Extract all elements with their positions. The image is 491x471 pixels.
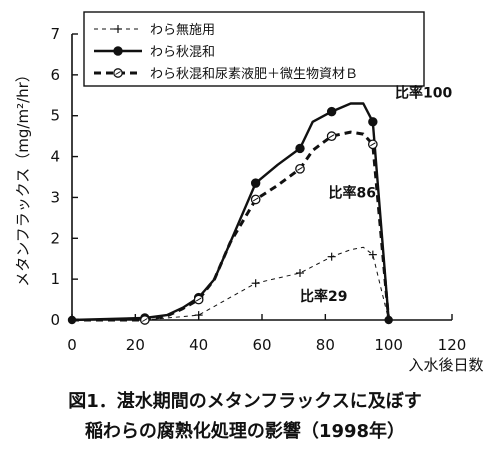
series-line-2 xyxy=(71,102,390,322)
series-line-3 xyxy=(72,130,391,322)
series-2-point xyxy=(326,106,337,117)
figure-caption-line-1: 図1．湛水期間のメタンフラックスに及ぼす xyxy=(68,390,421,412)
origin-point xyxy=(67,315,77,325)
y-tick-label: 1 xyxy=(50,270,60,288)
y-tick-label: 7 xyxy=(50,25,60,43)
series-3-point xyxy=(367,139,378,150)
ratio-annotation-1: 比率100 xyxy=(395,84,452,101)
series-line-1 xyxy=(72,246,390,321)
series-3-point xyxy=(295,163,305,174)
legend-marker-2 xyxy=(113,46,123,56)
y-axis-title: メタンフラックス（mg/m²/hr） xyxy=(14,67,32,287)
series-1-point xyxy=(296,269,304,278)
legend-box xyxy=(83,11,425,87)
legend-marker-1 xyxy=(114,25,122,33)
ratio-annotation-3: 比率29 xyxy=(300,288,347,305)
figure-caption-line-2: 稲わらの腐熟化処理の影響（1998年） xyxy=(85,420,405,442)
series-3-point xyxy=(139,315,150,325)
x-tick-label: 0 xyxy=(67,336,77,354)
x-tick-label: 20 xyxy=(126,336,145,354)
series-3-point xyxy=(250,194,261,205)
x-tick-label: 100 xyxy=(374,336,403,354)
series-3-point xyxy=(326,131,337,141)
y-tick-label: 4 xyxy=(50,148,60,166)
legend-label-3: わら秋混和尿素液肥＋微生物資材Ｂ xyxy=(150,67,358,82)
series-3-point xyxy=(193,294,204,305)
ratio-annotation-2: 比率86 xyxy=(329,184,376,201)
series-1-point xyxy=(368,250,377,259)
series-2-point xyxy=(295,143,305,154)
series-2-point xyxy=(368,117,378,127)
series-2-point xyxy=(250,178,261,188)
series-1-point xyxy=(194,311,203,320)
x-tick-label: 80 xyxy=(316,336,335,354)
legend-marker-3 xyxy=(113,68,123,78)
y-tick-label: 3 xyxy=(50,188,60,206)
series-1-point xyxy=(327,252,336,261)
x-tick-label: 60 xyxy=(252,336,271,354)
series-1-point xyxy=(251,279,260,288)
x-tick-label: 40 xyxy=(189,336,208,354)
y-tick-label: 2 xyxy=(50,229,60,247)
y-tick-label: 0 xyxy=(50,311,60,329)
x-axis-title: 入水後日数 xyxy=(408,356,483,374)
legend-label-1: わら無施用 xyxy=(150,23,215,38)
y-tick-label: 5 xyxy=(50,107,60,125)
y-tick-label: 6 xyxy=(50,66,60,84)
end-point xyxy=(384,315,393,325)
legend-label-2: わら秋混和 xyxy=(150,45,215,60)
x-tick-label: 120 xyxy=(438,336,467,354)
